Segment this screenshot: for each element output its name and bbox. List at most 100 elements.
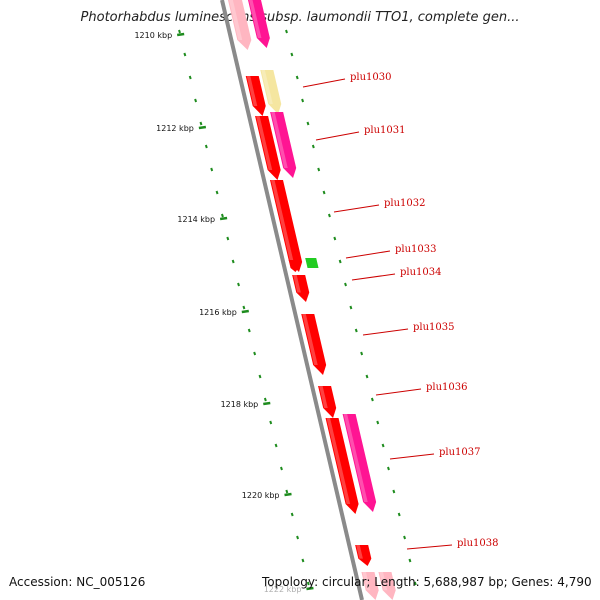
- gene-sheen: [271, 180, 294, 262]
- ruler-dot: [306, 581, 310, 586]
- gene-label: plu1032: [384, 198, 426, 209]
- gene-tile: [292, 275, 310, 302]
- ruler-dot: [220, 213, 224, 218]
- outer-track-dot: [349, 305, 353, 310]
- outer-track-dot: [387, 466, 390, 471]
- genome-summary: Topology: circular; Length: 5,688,987 bp…: [262, 575, 592, 589]
- ruler-tick-label: 1220 kbp: [242, 491, 280, 500]
- gene-tile: [247, 0, 270, 48]
- gene-leader-line: [351, 273, 396, 281]
- label-layer: plu1030 plu1031 plu1032 plu1033 plu1034 plu10…: [302, 72, 499, 550]
- ruler-tick: [306, 586, 314, 591]
- outer-track-dot: [285, 29, 288, 34]
- gene-sheen: [248, 0, 262, 38]
- ruler-layer: 1210 kbp 1212 kbp 1214 kbp 1216 kbp 1218 kbp…: [134, 29, 417, 594]
- gene-sheen: [343, 414, 368, 502]
- gene-tile: [305, 258, 319, 268]
- accession-text: Accession: NC_005126: [9, 575, 146, 589]
- gene-label: plu1033: [395, 244, 437, 255]
- gene-sheen: [228, 0, 243, 40]
- ruler-dot: [253, 351, 257, 356]
- ruler-tick-label: 1218 kbp: [221, 400, 259, 409]
- ruler-dot: [183, 52, 187, 57]
- ruler-tick: [263, 401, 271, 406]
- gene-tile: [301, 314, 327, 375]
- ruler-tick: [284, 492, 292, 497]
- gene-tile: [361, 572, 379, 600]
- gene-label: plu1034: [400, 267, 442, 278]
- outer-track-dot: [413, 581, 417, 586]
- ruler-dot: [301, 558, 305, 563]
- ruler-dot: [296, 535, 300, 540]
- gene-arrow: [270, 112, 297, 178]
- ruler-tick: [176, 32, 185, 37]
- outer-track-dot: [397, 512, 401, 517]
- gene-layer: [227, 0, 396, 600]
- gene-label: plu1030: [350, 72, 392, 83]
- outer-track-dot: [392, 489, 396, 494]
- ruler-tick-label: 1214 kbp: [177, 215, 215, 224]
- gene-tile: [270, 112, 297, 178]
- gene-label: plu1037: [439, 447, 481, 458]
- gene-arrow: [318, 386, 337, 418]
- gene-arrow: [342, 414, 377, 512]
- outer-track-dot: [354, 328, 358, 333]
- outer-track-dot: [306, 121, 310, 126]
- gene-sheen: [261, 70, 273, 104]
- ruler-dot: [210, 167, 214, 172]
- gene-leader-line: [375, 388, 422, 396]
- gene-tile: [227, 0, 252, 50]
- ruler-dot: [194, 98, 198, 103]
- gene-sheen: [271, 112, 288, 168]
- gene-tile: [288, 260, 299, 272]
- gene-leader-line: [406, 544, 453, 550]
- gene-arrow: [361, 572, 379, 600]
- ruler-dot: [285, 489, 289, 494]
- gene-arrow: [325, 418, 359, 514]
- ruler-dot: [274, 443, 278, 448]
- genome-backbone: [220, 0, 364, 600]
- outer-track-dot: [290, 52, 294, 57]
- gene-label: plu1035: [413, 322, 455, 333]
- gene-tile: [342, 414, 377, 512]
- gene-arrow: [245, 76, 266, 116]
- ruler-dot: [178, 29, 181, 34]
- ruler-tick-label: 1222 kbp: [264, 585, 302, 594]
- map-title: Photorhabdus luminescens subsp. laumondi…: [80, 10, 520, 25]
- gene-sheen: [379, 572, 388, 591]
- ruler-tick-label: 1216 kbp: [199, 308, 237, 317]
- gene-sheen: [356, 545, 363, 559]
- ruler-dot: [226, 236, 230, 241]
- ruler-tick: [198, 125, 207, 130]
- ruler-dot: [258, 374, 262, 379]
- outer-track-dot: [322, 190, 326, 195]
- gene-leader-line: [302, 78, 346, 88]
- gene-leader-line: [315, 131, 360, 141]
- ruler-dot: [231, 259, 235, 264]
- gene-arrow: [227, 0, 252, 50]
- gene-arrow: [270, 180, 303, 272]
- gene-arrow: [292, 275, 310, 302]
- ruler-dot: [199, 121, 203, 126]
- ruler-dot: [237, 282, 240, 287]
- outer-track-dot: [381, 443, 385, 448]
- gene-sheen: [256, 116, 273, 170]
- ruler-dot: [204, 144, 208, 149]
- gene-tile: [355, 545, 372, 566]
- gene-tile: [245, 76, 266, 116]
- gene-sheen: [293, 275, 301, 293]
- gene-tile: [378, 572, 396, 600]
- gene-arrow: [305, 258, 319, 268]
- outer-track-dot: [317, 167, 321, 172]
- outer-track-dot: [403, 535, 407, 540]
- outer-track-dot: [333, 236, 337, 241]
- outer-track-dot: [376, 420, 380, 425]
- gene-sheen: [362, 572, 371, 591]
- gene-sheen: [302, 314, 318, 365]
- ruler-dot: [263, 397, 267, 402]
- ruler-tick-label: 1212 kbp: [156, 124, 194, 133]
- gene-arrow: [260, 70, 282, 114]
- ruler-dot: [215, 190, 219, 195]
- outer-track-dot: [295, 75, 299, 80]
